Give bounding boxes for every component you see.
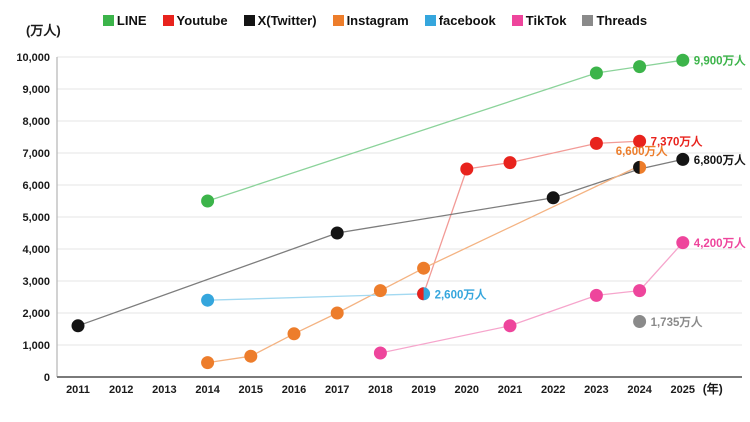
x-tick-label: 2024	[627, 384, 652, 396]
data-point-line	[201, 194, 215, 208]
value-annotation-instagram: 6,600万人	[616, 144, 668, 158]
x-axis-unit-label: (年)	[703, 381, 723, 396]
legend-label: X(Twitter)	[257, 13, 317, 28]
x-tick-label: 2015	[239, 384, 263, 396]
legend-item-youtube: Youtube	[162, 13, 228, 28]
data-point-instagram	[244, 349, 258, 363]
series-line-line	[207, 59, 683, 202]
data-point-x-twitter-	[330, 226, 344, 240]
x-tick-label: 2023	[584, 384, 608, 396]
data-point-tiktok	[503, 319, 517, 333]
data-point-tiktok	[676, 236, 690, 250]
series-line-x-twitter-	[77, 158, 683, 327]
legend-label: LINE	[116, 13, 147, 28]
legend-label: TikTok	[525, 13, 567, 28]
x-tick-label: 2022	[541, 384, 565, 396]
overlap-dot-left-half	[633, 160, 640, 174]
legend-swatch	[162, 15, 174, 26]
data-point-x-twitter-	[676, 152, 690, 166]
x-tick-label: 2012	[109, 384, 133, 396]
data-point-line	[676, 53, 690, 67]
y-axis-unit-label: (万人)	[26, 23, 61, 38]
y-tick-label: 10,000	[16, 52, 50, 64]
overlap-dot-left-half	[417, 287, 424, 301]
value-annotation-youtube: 7,370万人	[651, 135, 703, 149]
legend-item-x-twitter-: X(Twitter)	[243, 13, 317, 28]
legend-swatch	[243, 15, 255, 26]
data-point-tiktok	[373, 346, 387, 360]
x-tick-label: 2025	[671, 384, 695, 396]
data-point-youtube	[633, 134, 647, 148]
x-tick-label: 2011	[66, 384, 90, 396]
data-point-instagram	[330, 306, 344, 320]
legend-label: Instagram	[346, 13, 409, 28]
data-point-line	[589, 66, 603, 80]
legend-item-instagram: Instagram	[332, 13, 409, 28]
x-tick-label: 2014	[195, 384, 220, 396]
data-point-tiktok	[589, 288, 603, 302]
data-point-threads	[633, 315, 647, 328]
legend-item-line: LINE	[102, 13, 147, 28]
x-tick-label: 2018	[368, 384, 392, 396]
data-point-instagram	[201, 356, 215, 370]
data-point-facebook	[201, 293, 215, 307]
x-tick-label: 2013	[152, 384, 176, 396]
data-point-youtube	[589, 136, 603, 150]
value-annotation-tiktok: 4,200万人	[694, 236, 746, 250]
legend-item-tiktok: TikTok	[511, 13, 567, 28]
x-tick-label: 2021	[498, 384, 522, 396]
data-point-youtube	[460, 162, 474, 176]
x-tick-label: 2019	[411, 384, 435, 396]
data-point-youtube	[503, 156, 517, 170]
series-line-facebook	[207, 293, 424, 301]
data-point-x-twitter-	[546, 191, 560, 205]
x-tick-label: 2016	[282, 384, 306, 396]
legend-swatch	[424, 15, 436, 26]
legend-item-threads: Threads	[582, 13, 647, 28]
data-point-tiktok	[633, 284, 647, 298]
data-point-instagram	[373, 284, 387, 298]
y-tick-label: 5,000	[22, 212, 50, 224]
data-point-instagram	[287, 327, 301, 341]
legend-swatch	[102, 15, 114, 26]
legend-label: Youtube	[176, 13, 228, 28]
data-point-instagram	[417, 261, 431, 275]
y-tick-label: 4,000	[22, 244, 50, 256]
data-point-line	[633, 60, 647, 74]
x-tick-label: 2017	[325, 384, 349, 396]
x-tick-label: 2020	[455, 384, 479, 396]
value-annotation-threads: 1,735万人	[651, 315, 703, 329]
data-point-x-twitter-	[71, 319, 85, 333]
legend-swatch	[582, 15, 594, 26]
y-tick-label: 3,000	[22, 276, 50, 288]
y-tick-label: 9,000	[22, 84, 50, 96]
y-tick-label: 0	[44, 372, 50, 384]
value-annotation-facebook: 2,600万人	[435, 287, 487, 301]
y-tick-label: 2,000	[22, 308, 50, 320]
legend-label: facebook	[438, 13, 496, 28]
legend-swatch	[332, 15, 344, 26]
y-tick-label: 7,000	[22, 148, 50, 160]
y-tick-label: 1,000	[22, 340, 50, 352]
chart-legend: LINE Youtube X(Twitter) Instagram facebook Ti…	[0, 13, 750, 28]
y-tick-label: 8,000	[22, 116, 50, 128]
legend-item-facebook: facebook	[424, 13, 496, 28]
legend-label: Threads	[596, 13, 648, 28]
value-annotation-x-twitter-: 6,800万人	[694, 153, 746, 167]
y-tick-label: 6,000	[22, 180, 50, 192]
value-annotation-line: 9,900万人	[694, 54, 746, 68]
legend-swatch	[511, 15, 523, 26]
